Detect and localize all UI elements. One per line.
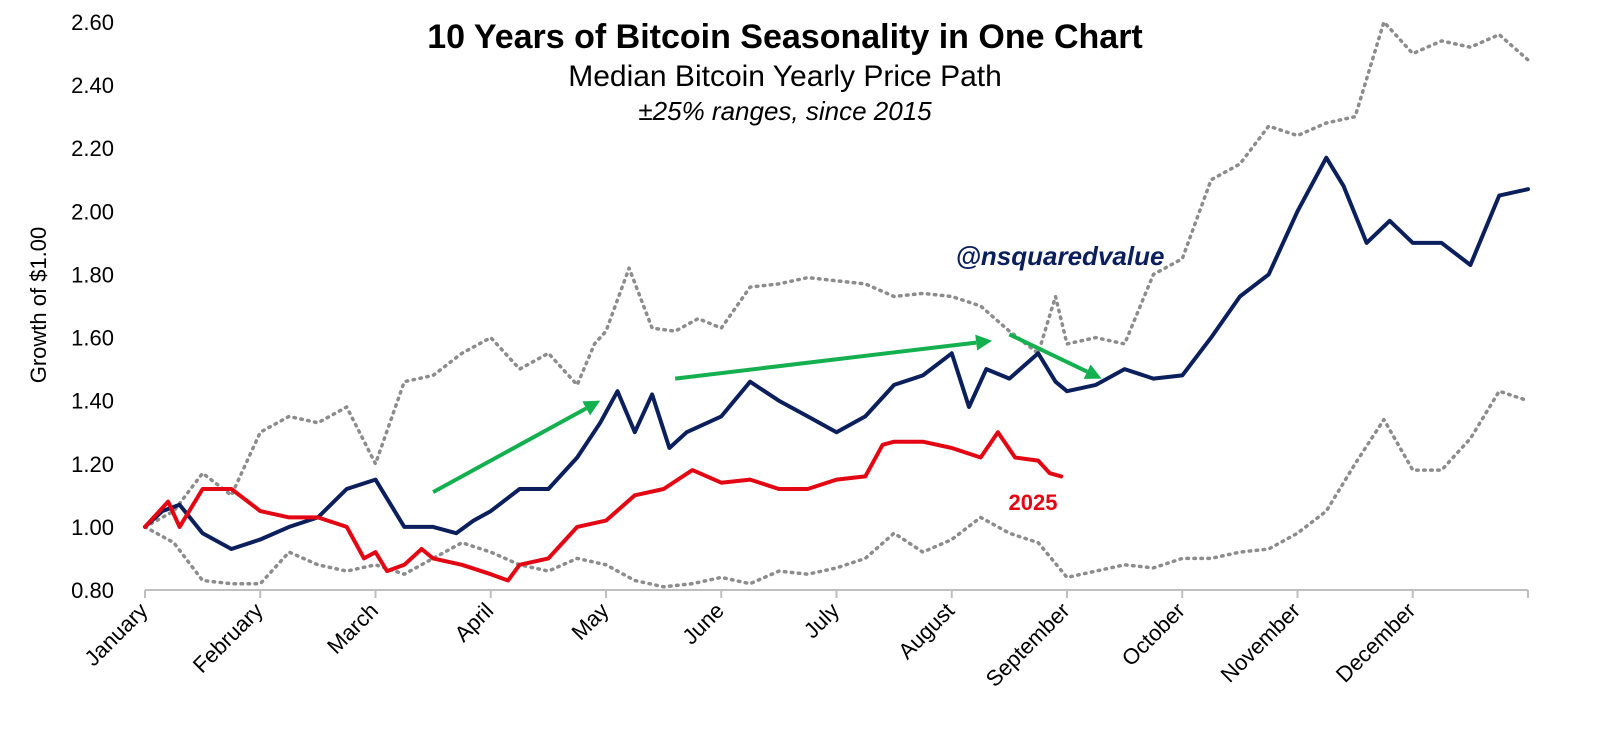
y-tick-label: 2.40 [71, 73, 114, 98]
y-tick-label: 1.80 [71, 262, 114, 287]
x-tick-label: April [449, 598, 498, 647]
y-tick-label: 2.60 [71, 10, 114, 35]
x-tick-label: May [566, 598, 613, 645]
x-tick-label: October [1117, 598, 1190, 671]
y-tick-label: 2.20 [71, 136, 114, 161]
x-tick-label: November [1216, 598, 1305, 687]
series-median-line [143, 155, 1530, 551]
trend-arrow-shaft [674, 340, 977, 381]
trend-arrow-head [1083, 364, 1102, 379]
y-axis-ticks: 0.80 1.00 1.20 1.40 1.60 1.80 2.00 2.20 2.40 2.60 [71, 10, 114, 603]
chart-range-note: ±25% ranges, since 2015 [638, 96, 932, 126]
chart-subtitle: Median Bitcoin Yearly Price Path [568, 60, 1002, 93]
y-tick-label: 1.40 [71, 389, 114, 414]
x-tick-label: July [799, 598, 844, 643]
trend-arrow-head [582, 400, 601, 416]
trend-arrows [432, 332, 1102, 494]
y-tick-label: 1.20 [71, 452, 114, 477]
y-tick-label: 0.80 [71, 578, 114, 603]
series-label-2025: 2025 [1009, 490, 1058, 515]
y-tick-label: 1.00 [71, 515, 114, 540]
x-tick-label: January [80, 598, 153, 671]
x-tick-label: February [188, 598, 268, 678]
x-tick-label: September [981, 598, 1075, 692]
y-tick-label: 2.00 [71, 199, 114, 224]
x-tick-label: March [322, 598, 383, 659]
chart-title: 10 Years of Bitcoin Seasonality in One C… [427, 18, 1143, 56]
y-tick-label: 1.60 [71, 326, 114, 351]
x-tick-label: June [677, 598, 728, 649]
series-lower-line [143, 389, 1530, 589]
series-2025-line [143, 430, 1064, 583]
trend-arrow-shaft [1008, 332, 1089, 374]
series-layer [143, 20, 1530, 589]
trend-arrow-head [975, 334, 993, 351]
x-tick-label: December [1331, 598, 1420, 687]
x-axis: January February March April May June July Augu… [80, 589, 1529, 692]
trend-arrow-shaft [432, 406, 588, 494]
author-handle: @nsquaredvalue [956, 241, 1165, 271]
y-axis-label: Growth of $1.00 [26, 227, 51, 384]
x-tick-label: August [893, 598, 959, 664]
